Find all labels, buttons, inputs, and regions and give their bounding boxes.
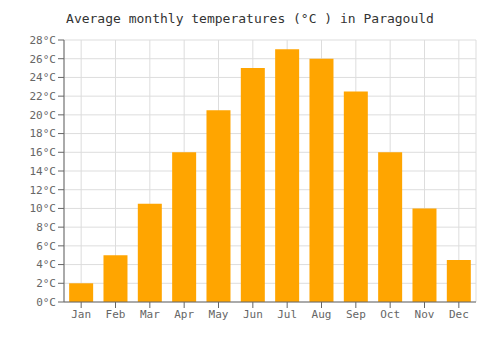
svg-text:10°C: 10°C bbox=[30, 202, 57, 215]
svg-text:Dec: Dec bbox=[449, 308, 469, 321]
svg-text:Feb: Feb bbox=[106, 308, 126, 321]
svg-text:14°C: 14°C bbox=[30, 165, 57, 178]
svg-text:Apr: Apr bbox=[174, 308, 194, 321]
svg-text:Jan: Jan bbox=[71, 308, 91, 321]
svg-text:22°C: 22°C bbox=[30, 90, 57, 103]
svg-text:Jun: Jun bbox=[243, 308, 263, 321]
svg-text:4°C: 4°C bbox=[36, 258, 56, 271]
svg-text:26°C: 26°C bbox=[30, 53, 57, 66]
svg-text:Nov: Nov bbox=[415, 308, 435, 321]
svg-text:28°C: 28°C bbox=[30, 34, 57, 47]
svg-text:24°C: 24°C bbox=[30, 71, 57, 84]
svg-text:2°C: 2°C bbox=[36, 277, 56, 290]
svg-text:Sep: Sep bbox=[346, 308, 366, 321]
svg-text:Mar: Mar bbox=[140, 308, 160, 321]
svg-text:16°C: 16°C bbox=[30, 146, 57, 159]
svg-text:18°C: 18°C bbox=[30, 127, 57, 140]
html-text:Average monthly temperatures (: Average monthly temperatures (°C ) in Pa… bbox=[66, 11, 434, 26]
svg-text:20°C: 20°C bbox=[30, 109, 57, 122]
svg-text:8°C: 8°C bbox=[36, 221, 56, 234]
svg-text:12°C: 12°C bbox=[30, 184, 57, 197]
svg-text:Jul: Jul bbox=[277, 308, 297, 321]
svg-text:6°C: 6°C bbox=[36, 240, 56, 253]
svg-text:Aug: Aug bbox=[312, 308, 332, 321]
svg-text:Oct: Oct bbox=[380, 308, 400, 321]
svg-text:0°C: 0°C bbox=[36, 296, 56, 309]
svg-text:May: May bbox=[209, 308, 229, 321]
